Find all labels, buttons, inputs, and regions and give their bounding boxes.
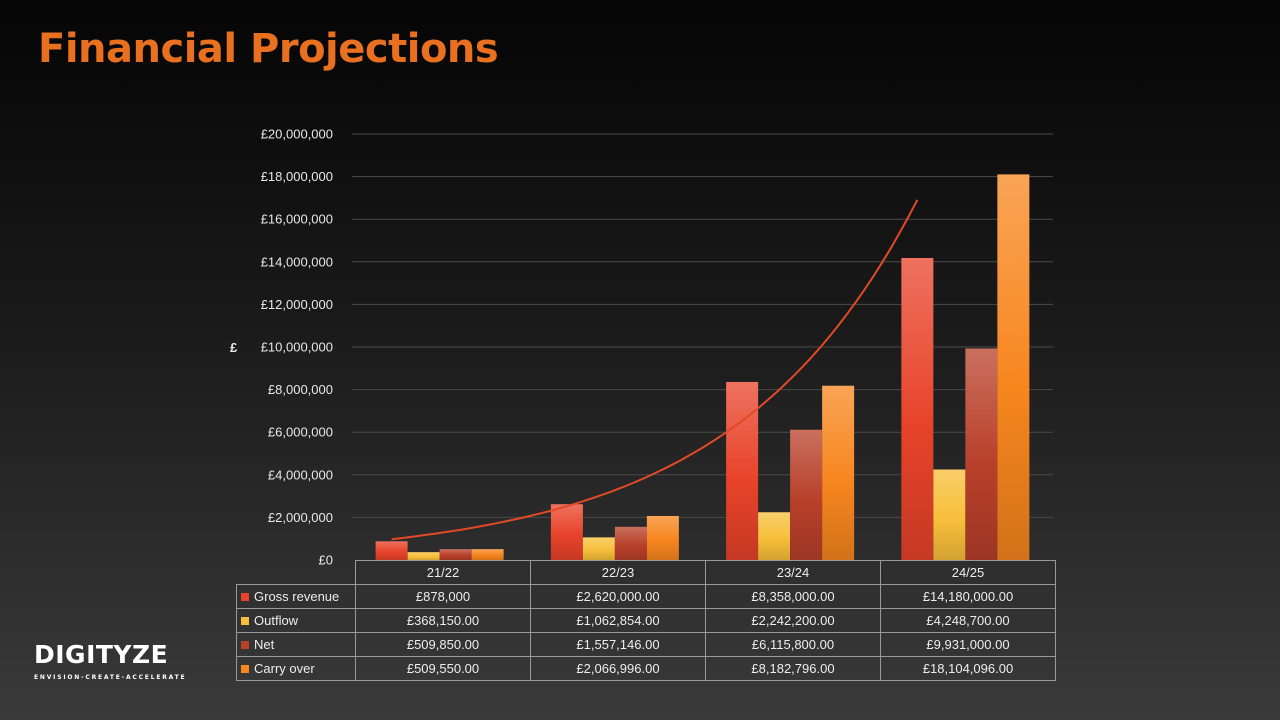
- table-cell: £14,180,000.00: [880, 584, 1056, 609]
- table-cell: £368,150.00: [355, 608, 531, 633]
- bar-net-21-22: [439, 549, 472, 560]
- table-row: Outflow £368,150.00 £1,062,854.00 £2,242,20…: [236, 608, 1056, 633]
- bar-net-23-24: [790, 429, 823, 560]
- table-cell: £1,557,146.00: [530, 632, 706, 657]
- bar-outflow-23-24: [758, 512, 791, 560]
- legend-key: [241, 592, 249, 601]
- table-cell: £2,242,200.00: [705, 608, 881, 633]
- series-label: Gross revenue: [236, 584, 356, 609]
- table-cell: £18,104,096.00: [880, 656, 1056, 681]
- table-cell: £878,000: [355, 584, 531, 609]
- series-label: Outflow: [236, 608, 356, 633]
- y-tick-label: £4,000,000: [268, 467, 333, 482]
- gridlines: [352, 133, 1053, 518]
- category-header: 23/24: [705, 560, 881, 585]
- y-tick-label: £14,000,000: [261, 254, 333, 269]
- bar-gross-revenue-24-25: [901, 257, 934, 560]
- bar-outflow-22-23: [582, 537, 615, 560]
- table-row: Net £509,850.00 £1,557,146.00 £6,115,800.00…: [236, 632, 1056, 657]
- slide-title: Financial Projections: [38, 26, 499, 72]
- y-axis-label: £: [230, 340, 238, 355]
- bar-gross-revenue-21-22: [375, 541, 408, 560]
- y-tick-label: £6,000,000: [268, 425, 333, 440]
- series-label: Carry over: [236, 656, 356, 681]
- trendline-group: [391, 199, 919, 541]
- y-tick-label: £10,000,000: [261, 340, 333, 355]
- trendline: [391, 199, 919, 541]
- table-corner: [236, 560, 356, 585]
- table-cell: £1,062,854.00: [530, 608, 706, 633]
- category-header: 21/22: [355, 560, 531, 585]
- table-header-row: 21/22 22/23 23/24 24/25: [236, 560, 1056, 585]
- bar-gross-revenue-23-24: [726, 381, 759, 560]
- bar-carry-over-21-22: [471, 549, 504, 560]
- legend-key: [241, 640, 249, 649]
- bar-outflow-21-22: [407, 552, 440, 560]
- y-tick-label: £20,000,000: [261, 127, 333, 142]
- table-cell: £509,550.00: [355, 656, 531, 681]
- logo-wordmark: DIGITYZE: [34, 640, 169, 669]
- bar-outflow-24-25: [933, 469, 966, 560]
- table-row: Gross revenue £878,000 £2,620,000.00 £8,358…: [236, 584, 1056, 609]
- bar-carry-over-22-23: [646, 515, 679, 560]
- y-tick-label: £18,000,000: [261, 169, 333, 184]
- logo-tagline: ENVISION-CREATE-ACCELERATE: [34, 674, 187, 681]
- data-table: 21/22 22/23 23/24 24/25 Gross revenue £878,00…: [236, 560, 1056, 681]
- legend-key: [241, 616, 249, 625]
- series-label: Net: [236, 632, 356, 657]
- bar-net-24-25: [965, 348, 998, 560]
- y-tick-label: £8,000,000: [268, 382, 333, 397]
- company-logo: DIGITYZE ENVISION-CREATE-ACCELERATE: [34, 640, 186, 681]
- table-row: Carry over £509,550.00 £2,066,996.00 £8,182…: [236, 656, 1056, 681]
- bar-carry-over-24-25: [997, 174, 1030, 560]
- table-cell: £9,931,000.00: [880, 632, 1056, 657]
- table-cell: £6,115,800.00: [705, 632, 881, 657]
- table-cell: £2,620,000.00: [530, 584, 706, 609]
- bar-carry-over-23-24: [822, 385, 855, 560]
- legend-key: [241, 664, 249, 673]
- y-tick-label: £2,000,000: [268, 510, 333, 525]
- table-cell: £4,248,700.00: [880, 608, 1056, 633]
- y-tick-label: £16,000,000: [261, 212, 333, 227]
- bar-net-22-23: [614, 526, 647, 560]
- bars: [375, 174, 1030, 560]
- category-header: 22/23: [530, 560, 706, 585]
- y-tick-labels: £0£2,000,000£4,000,000£6,000,000£8,000,0…: [261, 127, 333, 568]
- table-cell: £8,182,796.00: [705, 656, 881, 681]
- table-cell: £8,358,000.00: [705, 584, 881, 609]
- y-tick-label: £12,000,000: [261, 297, 333, 312]
- table-cell: £509,850.00: [355, 632, 531, 657]
- bar-gross-revenue-22-23: [550, 504, 583, 560]
- category-header: 24/25: [880, 560, 1056, 585]
- table-cell: £2,066,996.00: [530, 656, 706, 681]
